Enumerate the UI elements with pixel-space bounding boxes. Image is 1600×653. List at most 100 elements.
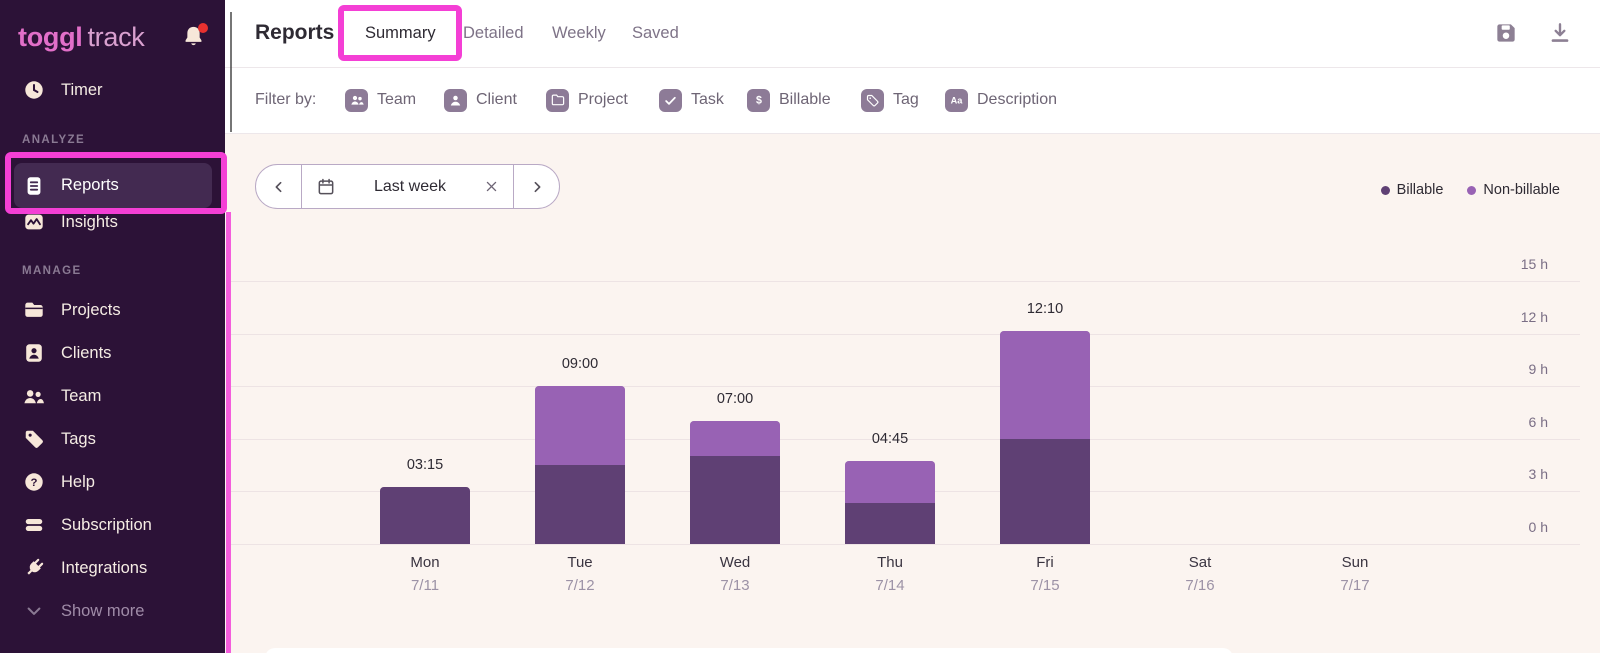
filter-team[interactable]: Team <box>345 68 416 132</box>
bar-segment-billable[interactable] <box>1000 438 1090 544</box>
bar-wed[interactable] <box>690 421 780 544</box>
sidebar-item-insights[interactable]: Insights <box>0 200 225 244</box>
chevron-down-icon <box>22 601 45 621</box>
x-axis-day-label: Mon <box>410 554 440 571</box>
sidebar-item-projects[interactable]: Projects <box>0 288 225 332</box>
folder-outline-icon <box>546 88 569 112</box>
sidebar-item-label: Reports <box>61 176 119 194</box>
filter-bar: Filter by: Team Client Project Task $ Bi… <box>225 68 1600 134</box>
bar-segment-non-billable[interactable] <box>845 460 935 503</box>
insights-icon <box>22 211 45 233</box>
bar-fri[interactable] <box>1000 330 1090 544</box>
sidebar-item-reports[interactable]: Reports <box>14 163 212 208</box>
sidebar: toggl track Timer ANALYZE Reports Insight… <box>0 0 225 653</box>
bar-mon[interactable] <box>380 487 470 544</box>
sidebar-item-label: Help <box>61 472 95 491</box>
legend-item-non-billable[interactable]: Non-billable <box>1467 182 1560 198</box>
bar-segment-non-billable[interactable] <box>1000 330 1090 439</box>
export-download-button[interactable] <box>1547 20 1573 46</box>
sidebar-item-help[interactable]: ? Help <box>0 460 225 504</box>
sidebar-item-label: Integrations <box>61 558 148 577</box>
x-axis-date-label: 7/14 <box>875 577 905 594</box>
tab-weekly[interactable]: Weekly <box>552 24 606 42</box>
bar-segment-non-billable[interactable] <box>535 386 625 466</box>
tab-detailed[interactable]: Detailed <box>463 24 524 42</box>
chart-legend: Billable Non-billable <box>1380 182 1560 198</box>
filter-client[interactable]: Client <box>444 68 517 132</box>
section-label-manage: MANAGE <box>22 265 82 277</box>
filter-by-label: Filter by: <box>255 91 317 108</box>
summary-table-panel <box>265 648 1233 653</box>
y-axis-tick: 12 h <box>1520 308 1548 325</box>
bar-total-label: 07:00 <box>716 391 754 408</box>
sidebar-item-integrations[interactable]: Integrations <box>0 546 225 590</box>
toggl-logo[interactable]: toggl track <box>18 22 145 53</box>
sidebar-item-label: Team <box>61 386 102 405</box>
svg-text:Aa: Aa <box>951 95 964 105</box>
sidebar-item-label: Projects <box>61 300 121 319</box>
svg-text:?: ? <box>30 477 37 489</box>
logo-text-light: track <box>87 22 145 52</box>
x-axis-date-label: 7/13 <box>720 577 750 594</box>
bar-total-label: 09:00 <box>561 356 599 373</box>
section-label-analyze: ANALYZE <box>22 134 86 146</box>
x-axis-day-label: Sun <box>1341 554 1369 571</box>
clock-icon <box>22 79 45 101</box>
filter-task[interactable]: Task <box>659 68 724 132</box>
prev-period-button[interactable] <box>256 165 301 208</box>
dollar-icon: $ <box>747 88 770 112</box>
gridline <box>230 281 1580 283</box>
legend-item-billable[interactable]: Billable <box>1380 182 1444 198</box>
clear-date-button[interactable] <box>484 179 499 194</box>
plug-icon <box>22 557 45 579</box>
x-axis-day-label: Sat <box>1188 554 1212 571</box>
sidebar-item-label: Timer <box>61 80 103 99</box>
bar-segment-non-billable[interactable] <box>690 421 780 457</box>
filter-label: Client <box>476 91 517 108</box>
date-range-button[interactable]: Last week <box>301 165 514 208</box>
team-icon <box>22 385 45 408</box>
y-axis-tick: 0 h <box>1528 519 1548 535</box>
bar-total-label: 12:10 <box>1026 300 1064 317</box>
filter-description[interactable]: Aa Description <box>945 68 1057 132</box>
check-icon <box>659 88 682 112</box>
date-range-picker: Last week <box>255 164 560 209</box>
next-period-button[interactable] <box>514 165 559 208</box>
save-report-button[interactable] <box>1493 20 1519 46</box>
sidebar-item-timer[interactable]: Timer <box>0 68 225 112</box>
sidebar-item-tags[interactable]: Tags <box>0 417 225 461</box>
svg-text:$: $ <box>756 95 762 107</box>
reports-icon <box>22 175 45 197</box>
header: Reports Summary Detailed Weekly Saved <box>225 0 1600 68</box>
x-axis-date-label: 7/16 <box>1185 577 1215 594</box>
bar-thu[interactable] <box>845 460 935 544</box>
filter-billable[interactable]: $ Billable <box>747 68 831 132</box>
sidebar-item-subscription[interactable]: Subscription <box>0 503 225 547</box>
chevron-left-icon <box>271 179 287 195</box>
y-axis-tick: 6 h <box>1528 413 1548 430</box>
bar-segment-billable[interactable] <box>845 502 935 544</box>
sidebar-item-team[interactable]: Team <box>0 374 225 418</box>
bar-segment-billable[interactable] <box>380 487 470 544</box>
folder-icon <box>22 299 45 321</box>
filter-project[interactable]: Project <box>546 68 628 132</box>
report-content: Last week Billable Non-billable 15 h 12 h… <box>225 134 1600 653</box>
legend-label: Billable <box>1396 182 1444 198</box>
sidebar-item-label: Clients <box>61 343 112 362</box>
show-more-label: Show more <box>61 601 145 620</box>
y-axis-tick: 15 h <box>1520 256 1548 273</box>
sidebar-item-clients[interactable]: Clients <box>0 331 225 375</box>
bar-segment-billable[interactable] <box>690 456 780 544</box>
filter-tag[interactable]: Tag <box>861 68 919 132</box>
sidebar-show-more[interactable]: Show more <box>0 589 225 633</box>
x-axis-day-label: Thu <box>877 554 903 571</box>
tab-summary[interactable]: Summary <box>365 24 436 42</box>
bar-segment-billable[interactable] <box>535 465 625 544</box>
page-title: Reports <box>255 21 335 44</box>
gridline <box>230 333 1580 335</box>
tab-saved[interactable]: Saved <box>632 24 679 42</box>
x-axis-date-label: 7/15 <box>1030 577 1060 594</box>
filter-label: Billable <box>779 91 831 108</box>
notifications-button[interactable] <box>181 23 208 50</box>
bar-tue[interactable] <box>535 386 625 544</box>
